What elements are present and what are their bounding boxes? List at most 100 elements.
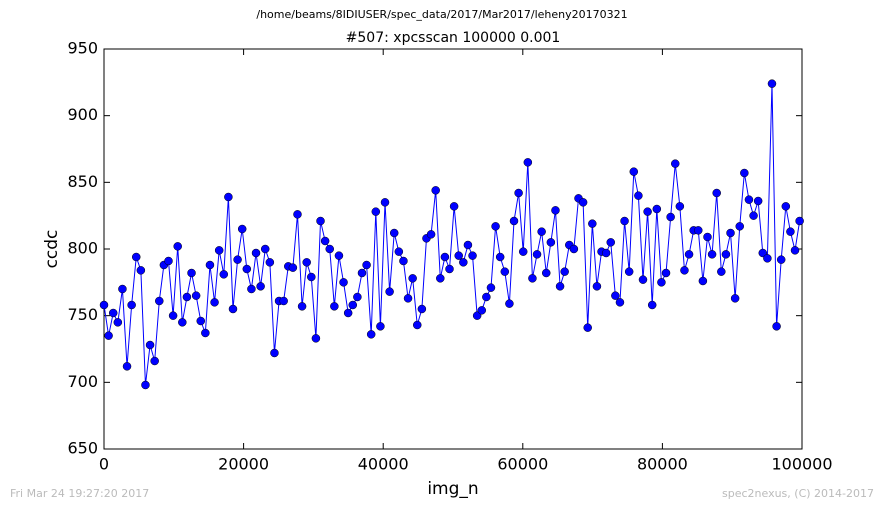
point bbox=[251, 248, 261, 258]
x-tick-label: 20000 bbox=[218, 455, 269, 474]
point bbox=[767, 79, 777, 88]
point bbox=[698, 276, 708, 286]
point bbox=[569, 244, 579, 254]
point bbox=[113, 318, 123, 327]
point bbox=[320, 236, 330, 246]
point bbox=[749, 211, 758, 220]
point bbox=[265, 258, 275, 267]
point bbox=[551, 206, 560, 215]
point bbox=[454, 251, 463, 260]
point bbox=[624, 267, 634, 276]
point bbox=[601, 248, 611, 258]
point bbox=[735, 222, 744, 231]
point bbox=[528, 274, 537, 283]
point bbox=[440, 252, 450, 262]
point bbox=[210, 298, 219, 307]
point bbox=[417, 304, 427, 314]
point bbox=[583, 323, 592, 332]
y-tick-label: 800 bbox=[67, 239, 98, 258]
point bbox=[348, 300, 358, 310]
point bbox=[394, 247, 404, 256]
point bbox=[307, 272, 316, 282]
suptitle: /home/beams/8IDIUSER/spec_data/2017/Mar2… bbox=[256, 8, 627, 21]
point bbox=[260, 244, 270, 254]
point bbox=[684, 250, 694, 259]
point bbox=[136, 266, 146, 275]
point bbox=[237, 224, 247, 234]
point bbox=[214, 246, 224, 255]
point bbox=[615, 298, 625, 307]
point bbox=[666, 212, 675, 222]
footer-left: Fri Mar 24 19:27:20 2017 bbox=[10, 487, 149, 500]
point bbox=[104, 331, 113, 340]
point bbox=[339, 278, 348, 287]
point bbox=[118, 284, 127, 294]
point bbox=[371, 207, 381, 216]
point bbox=[707, 250, 717, 259]
point bbox=[449, 202, 459, 211]
point bbox=[302, 258, 311, 267]
point bbox=[661, 268, 671, 278]
point bbox=[399, 256, 408, 266]
point bbox=[717, 267, 726, 276]
point bbox=[514, 188, 523, 198]
point bbox=[145, 340, 155, 350]
point bbox=[293, 210, 302, 219]
point bbox=[168, 311, 178, 320]
point bbox=[463, 240, 473, 250]
point bbox=[505, 299, 514, 308]
point bbox=[288, 263, 298, 272]
x-axis-label: img_n bbox=[427, 479, 478, 499]
point bbox=[459, 258, 468, 267]
point bbox=[532, 250, 542, 259]
point bbox=[721, 250, 731, 259]
y-tick-label: 700 bbox=[67, 372, 98, 391]
point bbox=[311, 334, 321, 343]
point bbox=[703, 232, 712, 242]
point bbox=[205, 260, 215, 270]
point bbox=[173, 242, 182, 251]
point bbox=[555, 282, 565, 291]
point bbox=[680, 266, 689, 275]
point bbox=[468, 251, 477, 260]
point bbox=[726, 228, 735, 238]
point bbox=[413, 320, 422, 330]
point bbox=[694, 226, 703, 235]
point bbox=[353, 292, 362, 302]
point bbox=[380, 198, 390, 207]
point bbox=[445, 264, 454, 274]
point bbox=[772, 322, 781, 331]
point bbox=[408, 274, 417, 283]
point bbox=[606, 238, 615, 247]
point bbox=[426, 230, 436, 239]
y-tick-label: 900 bbox=[67, 105, 98, 124]
y-axis-label: ccdc bbox=[42, 230, 62, 269]
point bbox=[523, 158, 533, 167]
footer-right: spec2nexus, (C) 2014-2017 bbox=[722, 487, 874, 500]
point bbox=[588, 219, 597, 228]
point bbox=[730, 294, 740, 303]
point bbox=[477, 306, 487, 315]
point bbox=[634, 191, 643, 200]
point bbox=[362, 260, 371, 270]
point bbox=[242, 264, 252, 274]
point bbox=[753, 196, 763, 206]
point bbox=[131, 252, 141, 262]
point bbox=[297, 302, 307, 311]
x-tick-label: 100000 bbox=[771, 455, 832, 474]
x-tick-label: 60000 bbox=[497, 455, 548, 474]
point bbox=[740, 168, 749, 178]
x-tick-label: 40000 bbox=[358, 455, 409, 474]
point bbox=[629, 167, 639, 176]
point bbox=[196, 316, 205, 326]
point bbox=[542, 268, 551, 278]
point bbox=[256, 282, 265, 291]
point bbox=[389, 228, 399, 238]
point bbox=[155, 296, 164, 306]
point bbox=[403, 294, 413, 303]
plot-frame bbox=[103, 48, 803, 450]
point bbox=[592, 282, 602, 291]
point bbox=[385, 287, 394, 296]
point bbox=[316, 216, 325, 226]
point bbox=[611, 291, 620, 300]
